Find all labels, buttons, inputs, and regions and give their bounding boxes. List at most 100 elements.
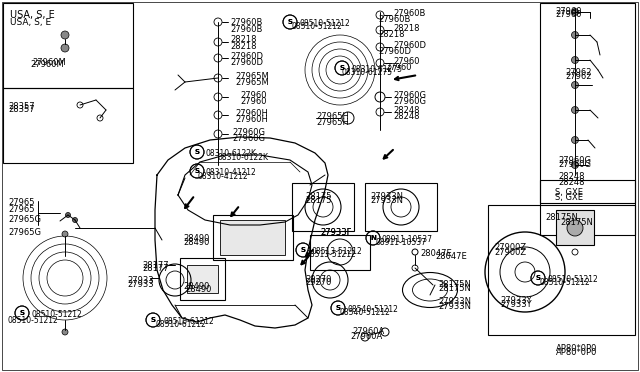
Text: 27960D: 27960D <box>393 41 426 50</box>
Text: 28175: 28175 <box>305 192 332 201</box>
Circle shape <box>61 44 69 52</box>
Text: 28218: 28218 <box>378 30 404 39</box>
Text: 27960A: 27960A <box>350 332 382 341</box>
Text: 27965M: 27965M <box>235 78 269 87</box>
Text: 27960B: 27960B <box>230 25 262 34</box>
Text: 27965H: 27965H <box>316 118 349 127</box>
Text: 27960: 27960 <box>240 91 266 100</box>
Text: 08540-51212: 08540-51212 <box>348 305 399 314</box>
Text: 27962: 27962 <box>565 72 591 81</box>
Text: 08510-51212: 08510-51212 <box>300 19 351 28</box>
Text: 27960B: 27960B <box>378 15 410 24</box>
Text: 08911-10537: 08911-10537 <box>382 235 433 244</box>
Text: S: S <box>195 149 200 155</box>
Bar <box>213 215 293 260</box>
Text: 27960: 27960 <box>385 63 412 72</box>
Text: 08510-51212: 08510-51212 <box>540 278 591 287</box>
Bar <box>187 265 218 293</box>
Text: 28177: 28177 <box>142 264 168 273</box>
Text: 28357: 28357 <box>8 102 35 111</box>
Text: 29270: 29270 <box>305 278 332 287</box>
Text: 27960G: 27960G <box>393 91 426 100</box>
Text: 27900Z: 27900Z <box>494 243 526 252</box>
Text: 27965G: 27965G <box>8 228 41 237</box>
Text: 27900Z: 27900Z <box>494 248 526 257</box>
Text: 27933: 27933 <box>127 276 154 285</box>
Text: 27960: 27960 <box>393 57 419 66</box>
Bar <box>220 220 285 255</box>
Bar <box>556 210 594 245</box>
Text: 29270: 29270 <box>305 275 332 284</box>
Text: 27960: 27960 <box>555 10 582 19</box>
Circle shape <box>61 31 69 39</box>
Text: S: S <box>195 168 200 174</box>
Circle shape <box>567 220 583 236</box>
Circle shape <box>572 81 579 89</box>
Bar <box>540 180 635 235</box>
Circle shape <box>572 9 579 16</box>
Text: 28490: 28490 <box>183 282 209 291</box>
Text: 28248: 28248 <box>393 106 419 115</box>
Text: 28218: 28218 <box>230 35 257 44</box>
Text: 27965: 27965 <box>8 198 35 207</box>
Text: 28490: 28490 <box>185 285 211 294</box>
Text: N: N <box>370 235 376 241</box>
Text: N: N <box>370 235 376 241</box>
Circle shape <box>572 161 579 169</box>
Text: 27960H: 27960H <box>235 115 268 124</box>
Text: 28218: 28218 <box>230 42 257 51</box>
Text: 27960M: 27960M <box>32 58 66 67</box>
Text: 08510-51212: 08510-51212 <box>547 275 598 284</box>
Text: 27933N: 27933N <box>438 297 471 306</box>
Circle shape <box>572 137 579 144</box>
Text: 28175N: 28175N <box>545 213 578 222</box>
Text: 27960B: 27960B <box>393 9 426 18</box>
Text: 27960: 27960 <box>240 97 266 106</box>
Text: S: S <box>335 305 340 311</box>
Text: 27960G: 27960G <box>393 97 426 106</box>
Text: 28218: 28218 <box>393 24 419 33</box>
Text: 27960D: 27960D <box>230 58 263 67</box>
Text: 27933F: 27933F <box>320 228 351 237</box>
Bar <box>3 3 133 88</box>
Text: 08310-61275: 08310-61275 <box>351 65 402 74</box>
Text: S: S <box>19 310 24 316</box>
Text: 28047E: 28047E <box>420 249 452 258</box>
Text: 08310-61275: 08310-61275 <box>342 68 393 77</box>
Text: S: S <box>301 247 305 253</box>
Text: 28047E: 28047E <box>435 252 467 261</box>
Text: AP80*0P0: AP80*0P0 <box>556 344 597 353</box>
Text: 08510-51212: 08510-51212 <box>292 22 343 31</box>
Text: USA, S, E: USA, S, E <box>10 10 55 20</box>
Text: S: S <box>195 168 200 174</box>
Text: S: S <box>287 19 292 25</box>
Text: 27960D: 27960D <box>230 52 263 61</box>
Text: S: S <box>339 65 344 71</box>
Text: 27960B: 27960B <box>230 18 262 27</box>
Circle shape <box>62 329 68 335</box>
Text: 08513-51212: 08513-51212 <box>305 250 356 259</box>
Text: 27933N: 27933N <box>370 196 403 205</box>
Text: S, GXE: S, GXE <box>555 188 583 197</box>
Text: 27960G: 27960G <box>558 160 591 169</box>
Text: S: S <box>339 65 344 71</box>
Text: 08510-51212: 08510-51212 <box>8 316 59 325</box>
Text: 27933N: 27933N <box>370 192 403 201</box>
Text: 28490: 28490 <box>183 234 209 243</box>
Circle shape <box>62 231 68 237</box>
Text: S: S <box>335 305 340 311</box>
Text: 27933N: 27933N <box>438 302 471 311</box>
Text: S: S <box>287 19 292 25</box>
Text: 27960G: 27960G <box>232 128 265 137</box>
Text: 28490: 28490 <box>183 238 209 247</box>
Text: S: S <box>301 247 305 253</box>
Text: 27960H: 27960H <box>235 109 268 118</box>
Text: 08510-61212: 08510-61212 <box>163 317 214 326</box>
Text: 27965G: 27965G <box>8 215 41 224</box>
Text: 27933F: 27933F <box>320 228 351 237</box>
Text: 28248: 28248 <box>393 112 419 121</box>
Text: 08310-6122K: 08310-6122K <box>218 153 269 162</box>
Circle shape <box>72 218 77 222</box>
Text: 27965M: 27965M <box>235 72 269 81</box>
Text: USA, S, E: USA, S, E <box>10 18 51 27</box>
